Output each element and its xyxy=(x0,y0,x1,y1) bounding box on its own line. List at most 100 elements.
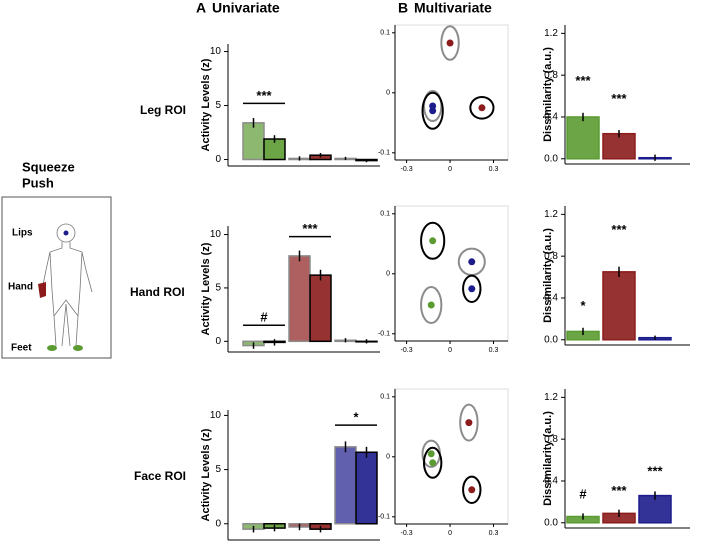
bar xyxy=(355,451,378,525)
y-tick-label: 0.0 xyxy=(544,334,558,345)
y-tick-label: 0 xyxy=(215,154,221,165)
point xyxy=(429,459,437,467)
significance-label: *** xyxy=(575,73,591,88)
y-tick-label: 0 xyxy=(386,271,390,278)
significance-label: *** xyxy=(256,88,272,103)
variance-ellipse xyxy=(462,274,482,303)
y-tick-label: 10 xyxy=(210,46,222,57)
significance-label: *** xyxy=(611,483,627,498)
y-tick-label: 0.1 xyxy=(380,394,390,401)
x-tick-label: -0.3 xyxy=(401,530,413,537)
variance-ellipse xyxy=(440,25,460,61)
body-label: Lips xyxy=(12,228,33,239)
variance-ellipse xyxy=(462,475,482,504)
y-axis-label: Dissimilarity (a.u.) xyxy=(542,411,554,506)
bar xyxy=(566,116,600,160)
y-tick-label: 0.8 xyxy=(544,434,558,445)
y-tick-label: 0.0 xyxy=(544,517,558,528)
panel-letter: A xyxy=(196,0,206,16)
bar xyxy=(602,271,636,341)
y-axis-label: Dissimilarity (a.u.) xyxy=(542,228,554,323)
bar xyxy=(334,446,357,525)
y-tick-label: 0.4 xyxy=(544,112,558,123)
bar xyxy=(309,274,332,343)
row-label: Hand ROI xyxy=(130,285,185,299)
significance-label: * xyxy=(580,298,586,313)
body-diagram: Lips Hand Feet xyxy=(1,196,112,359)
variance-ellipse xyxy=(469,96,495,120)
significance-label: *** xyxy=(611,91,627,106)
point xyxy=(427,450,435,458)
point xyxy=(468,258,476,266)
significance-label: # xyxy=(579,486,587,501)
panel-letter: B xyxy=(398,0,408,16)
x-tick-label: -0.3 xyxy=(401,347,413,354)
x-tick-label: 0.3 xyxy=(489,530,499,537)
y-axis-label: Activity Levels (z) xyxy=(200,428,212,521)
y-tick-label: 0 xyxy=(386,90,390,97)
y-tick-label: 10 xyxy=(210,410,222,421)
y-tick-label: 1.2 xyxy=(544,392,558,403)
y-tick-label: 5 xyxy=(215,283,221,294)
y-tick-label: 0.8 xyxy=(544,251,558,262)
variance-ellipse xyxy=(459,403,479,442)
significance-label: # xyxy=(260,310,268,325)
bar xyxy=(242,122,265,161)
point xyxy=(429,107,437,115)
y-tick-label: -0.1 xyxy=(378,150,390,157)
point xyxy=(446,39,454,47)
body-label: Feet xyxy=(11,343,32,354)
x-tick-label: 0 xyxy=(448,347,452,354)
variance-ellipse xyxy=(422,90,443,122)
significance-label: *** xyxy=(647,463,663,478)
variance-ellipse xyxy=(420,286,443,324)
significance-label: * xyxy=(353,410,359,425)
significance-label: *** xyxy=(302,221,318,236)
variance-ellipse xyxy=(422,446,443,479)
y-tick-label: 0.1 xyxy=(380,30,390,37)
y-tick-label: 0 xyxy=(215,336,221,347)
y-tick-label: 10 xyxy=(210,229,222,240)
y-tick-label: 0.1 xyxy=(380,211,390,218)
y-tick-label: 0.0 xyxy=(544,153,558,164)
row-label: Face ROI xyxy=(134,469,186,483)
y-axis-label: Activity Levels (z) xyxy=(200,58,212,151)
y-axis-label: Activity Levels (z) xyxy=(200,242,212,335)
point xyxy=(478,104,486,112)
plot-frame xyxy=(394,205,509,342)
y-tick-label: 0 xyxy=(215,518,221,529)
x-tick-label: 0.3 xyxy=(489,347,499,354)
point xyxy=(468,285,476,293)
y-tick-label: 0.4 xyxy=(544,293,558,304)
bar xyxy=(602,132,636,160)
point xyxy=(468,486,476,494)
y-tick-label: 0 xyxy=(386,454,390,461)
point xyxy=(427,301,435,309)
plot-frame xyxy=(394,388,509,525)
bar xyxy=(288,255,311,343)
variance-ellipse xyxy=(420,221,446,260)
x-tick-label: 0 xyxy=(448,530,452,537)
y-tick-label: 5 xyxy=(215,464,221,475)
point xyxy=(429,237,437,245)
y-tick-label: -0.1 xyxy=(378,514,390,521)
y-tick-label: 0.8 xyxy=(544,70,558,81)
bar xyxy=(638,494,672,524)
legend-label: Push xyxy=(22,175,54,190)
y-tick-label: 5 xyxy=(215,100,221,111)
row-label: Leg ROI xyxy=(140,103,186,117)
point xyxy=(429,102,437,110)
legend-label: Squeeze xyxy=(22,159,75,174)
y-tick-label: 1.2 xyxy=(544,28,558,39)
x-tick-label: -0.3 xyxy=(401,166,413,173)
panel-title: Multivariate xyxy=(414,0,492,16)
y-tick-label: 0.4 xyxy=(544,476,558,487)
significance-label: *** xyxy=(611,222,627,237)
y-tick-label: 1.2 xyxy=(544,209,558,220)
variance-ellipse xyxy=(421,91,444,130)
y-axis-label: Dissimilarity (a.u.) xyxy=(542,47,554,142)
point xyxy=(465,419,473,427)
y-tick-label: -0.1 xyxy=(378,331,390,338)
x-tick-label: 0 xyxy=(448,166,452,173)
